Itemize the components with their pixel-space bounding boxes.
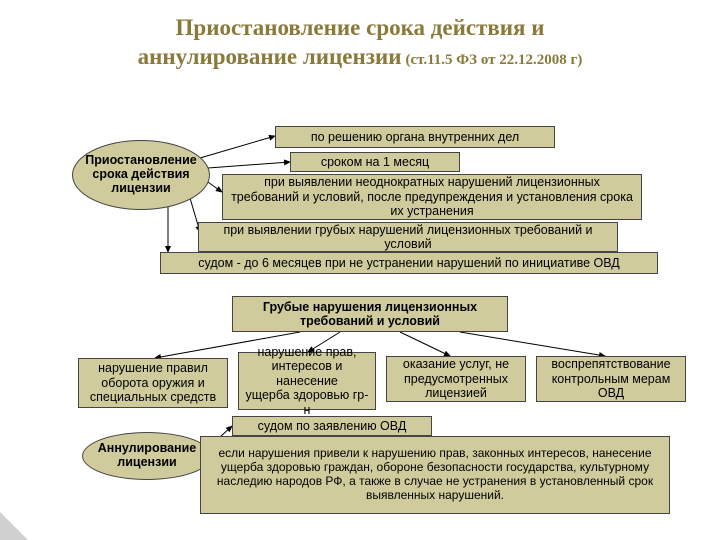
gross-c2-text: нарушение прав, интересов и нанесение ущ…: [245, 345, 369, 417]
gross-c3: оказание услуг, не предусмотренных лицен…: [386, 356, 526, 402]
title-line1: Приостановление срока действия и: [176, 15, 545, 40]
gross-c4-text: воспрепятствование контрольным мерам ОВД: [543, 357, 679, 400]
gross-c3-text: оказание услуг, не предусмотренных лицен…: [393, 357, 519, 400]
gross-c4: воспрепятствование контрольным мерам ОВД: [536, 356, 686, 402]
gross-header-text: Грубые нарушения лицензионных требований…: [239, 300, 501, 329]
corner-fold: [0, 512, 28, 540]
annul-ellipse-label: Аннулирование лицензии: [91, 442, 203, 470]
susp-box-5: судом - до 6 месяцев при не устранении н…: [160, 252, 658, 274]
annul-ellipse: Аннулирование лицензии: [82, 432, 212, 480]
title-line2: аннулирование лицензии: [138, 44, 402, 69]
gross-c2: нарушение прав, интересов и нанесение ущ…: [238, 352, 376, 410]
suspension-ellipse-label: Приостановление срока действия лицензии: [81, 154, 201, 195]
suspension-ellipse: Приостановление срока действия лицензии: [72, 140, 210, 210]
title-sub: (ст.11.5 ФЗ от 22.12.2008 г): [405, 52, 582, 68]
susp-box-2-text: сроком на 1 месяц: [321, 155, 429, 169]
susp-box-4: при выявлении грубых нарушений лицензион…: [198, 222, 618, 252]
page-title: Приостановление срока действия и аннулир…: [110, 14, 610, 72]
gross-c1-text: нарушение правил оборота оружия и специа…: [85, 361, 221, 404]
susp-box-5-text: судом - до 6 месяцев при не устранении н…: [198, 256, 620, 270]
gross-c1: нарушение правил оборота оружия и специа…: [78, 358, 228, 408]
susp-box-3: при выявлении неоднократных нарушений ли…: [222, 174, 642, 220]
susp-box-3-text: при выявлении неоднократных нарушений ли…: [229, 175, 635, 218]
susp-box-2: сроком на 1 месяц: [290, 152, 460, 172]
susp-box-4-text: при выявлении грубых нарушений лицензион…: [205, 223, 611, 252]
annul-d1: судом по заявлению ОВД: [232, 416, 432, 436]
gross-header: Грубые нарушения лицензионных требований…: [232, 296, 508, 332]
susp-box-1: по решению органа внутренних дел: [275, 126, 555, 148]
susp-box-1-text: по решению органа внутренних дел: [311, 130, 519, 144]
annul-d2: если нарушения привели к нарушению прав,…: [200, 436, 670, 514]
annul-d1-text: судом по заявлению ОВД: [258, 419, 407, 433]
annul-d2-text: если нарушения привели к нарушению прав,…: [207, 447, 663, 502]
